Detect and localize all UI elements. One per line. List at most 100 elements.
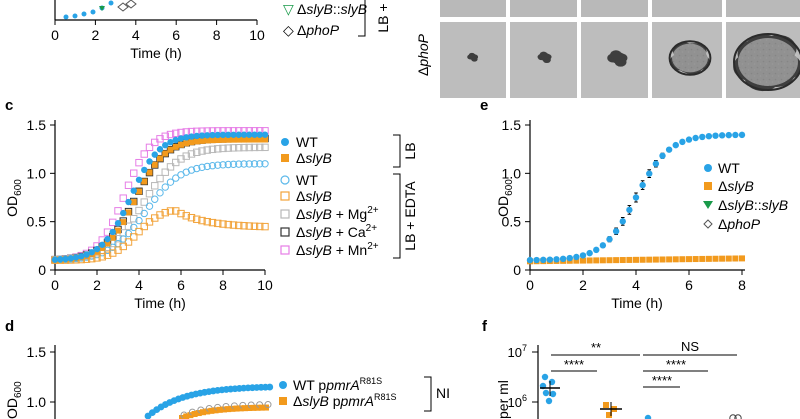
panel-c-point xyxy=(119,194,127,202)
panel-c-point xyxy=(161,149,169,158)
panel-c-point xyxy=(177,135,185,142)
panel-e-point xyxy=(619,218,626,225)
sig-label: ** xyxy=(591,340,601,355)
panel-f-dot xyxy=(542,389,550,397)
panel-d-y-tick-label: 1.0 xyxy=(27,394,47,410)
legend-c-lb-bracket xyxy=(393,134,401,168)
panel-c-point xyxy=(151,151,158,158)
panel-c-point xyxy=(135,227,143,236)
panel-c-point xyxy=(188,133,195,140)
legend-marker xyxy=(281,154,289,162)
panel-c-point xyxy=(198,163,206,172)
panel-c-point xyxy=(51,256,59,263)
panel-e-point xyxy=(712,132,719,139)
panel-d-point xyxy=(242,405,248,412)
panel-c-point xyxy=(104,235,111,243)
panel-e-y-label: OD600 xyxy=(495,179,515,217)
panel-d-y-tick-label: 1.5 xyxy=(27,344,47,360)
panel-c-y-ticks: 0 0.5 1.0 1.5 xyxy=(27,117,55,278)
panel-c-point xyxy=(172,129,180,138)
panel-c-point xyxy=(225,131,232,139)
panel-c-point xyxy=(156,174,164,183)
panel-c-point xyxy=(193,215,201,223)
panel-c-point xyxy=(204,132,211,139)
legend-marker xyxy=(703,201,713,209)
panel-a-point xyxy=(63,14,69,20)
microscopy-tile xyxy=(726,0,800,17)
panel-c-point xyxy=(145,218,154,226)
microscopy-colony-edge xyxy=(668,40,712,76)
panel-f-dot xyxy=(644,414,652,419)
panel-a-legend: ▽ ΔslyB::slyB ◇ ΔphoP LB + xyxy=(283,0,391,38)
panel-e-point xyxy=(738,131,746,139)
panel-c-point xyxy=(140,222,148,231)
panel-c-point xyxy=(188,139,195,146)
panel-e-point xyxy=(705,255,712,262)
panel-c-point xyxy=(250,160,259,168)
panel-c-point xyxy=(214,136,221,143)
legend-marker xyxy=(280,245,290,255)
panel-e-point xyxy=(719,255,726,262)
panel-e-point xyxy=(712,255,719,262)
microscopy-grid xyxy=(440,0,800,98)
panel-c-point xyxy=(151,195,159,203)
panel-c-point xyxy=(57,256,64,263)
panel-c-point xyxy=(151,161,158,168)
panel-e-point xyxy=(679,256,686,263)
panel-d-point xyxy=(187,412,194,419)
panel-c-x-tick-label: 6 xyxy=(177,277,185,293)
microscopy-tile xyxy=(510,0,577,17)
microscopy-colony xyxy=(470,53,477,59)
panel-c-point xyxy=(187,213,196,222)
panel-f-label: f xyxy=(482,318,488,335)
panel-e-point xyxy=(659,152,666,159)
panel-f-dot xyxy=(549,390,557,398)
panel-c-point xyxy=(193,138,200,145)
panel-c: c OD600 0 0.5 1.0 1.5 0 2 4 6 8 10 Time (h) WT Δ… xyxy=(4,97,418,311)
panel-c-point xyxy=(167,138,174,146)
panel-c-point xyxy=(125,198,132,206)
panel-c-x-tick-label: 10 xyxy=(257,277,273,293)
legend-c-wt-edta: WT xyxy=(296,172,318,188)
panel-e-point xyxy=(666,256,673,263)
panel-e-point xyxy=(580,257,586,264)
panel-e-plot-area xyxy=(526,131,746,265)
legend-c-sly-edta: ΔslyB xyxy=(296,188,332,204)
panel-c-point xyxy=(130,233,138,241)
panel-c-point xyxy=(140,150,148,158)
panel-d-label: d xyxy=(5,318,14,335)
panel-e-x-tick-label: 8 xyxy=(738,277,746,293)
panel-c-point xyxy=(187,150,196,158)
panel-c-point xyxy=(245,143,253,152)
panel-c-point xyxy=(172,174,180,182)
panel-c-point xyxy=(140,198,148,206)
panel-c-point xyxy=(130,169,138,177)
panel-a-point xyxy=(99,6,105,11)
panel-e-point xyxy=(612,228,620,235)
panel-e-point xyxy=(672,256,679,263)
panel-d-point xyxy=(258,404,265,411)
panel-c-point xyxy=(193,164,201,173)
panel-c-point xyxy=(261,160,269,168)
panel-a-point xyxy=(72,13,78,19)
legend-d-sly: ΔslyB ppmrAR81S xyxy=(293,392,396,409)
panel-c-point xyxy=(225,136,232,143)
panel-f-dots xyxy=(539,373,742,419)
panel-d-legend: WT ppmrAR81S ΔslyB ppmrAR81S NI xyxy=(279,376,450,412)
panel-a-x-tick-label: 10 xyxy=(249,27,265,43)
panel-c-point xyxy=(256,160,264,168)
panel-d-point xyxy=(216,406,223,413)
legend-c-sly-lb: ΔslyB xyxy=(296,150,332,166)
panel-c-point xyxy=(146,169,153,176)
panel-c-point xyxy=(214,161,222,169)
panel-d-point xyxy=(212,407,219,414)
panel-c-point xyxy=(214,219,222,228)
panel-e-point xyxy=(652,256,659,263)
panel-c-point xyxy=(166,130,175,139)
panel-e-point xyxy=(639,181,646,189)
panel-c-point xyxy=(235,221,243,230)
panel-f-dot xyxy=(545,397,553,405)
panel-e-point xyxy=(593,257,600,264)
microscopy-tile xyxy=(581,0,648,17)
panel-e-y-tick-label: 0.5 xyxy=(502,214,522,230)
